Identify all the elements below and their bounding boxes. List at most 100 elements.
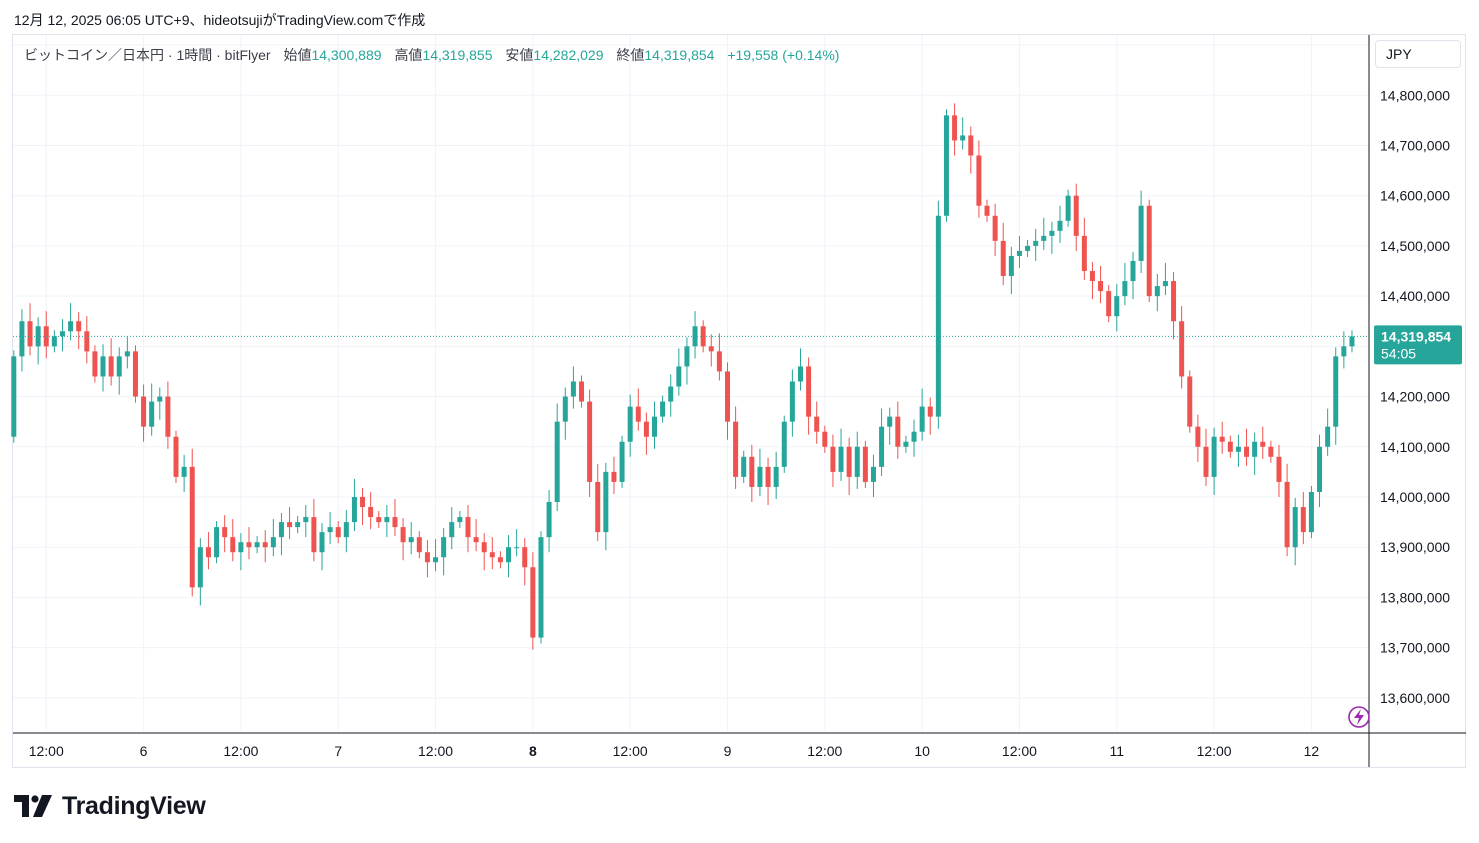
candle-body (733, 421, 739, 477)
x-tick-label: 12:00 (1002, 743, 1037, 759)
candle-body (384, 517, 390, 523)
candle-body (173, 436, 179, 477)
y-tick-label: 14,000,000 (1380, 489, 1450, 505)
candle-body (870, 466, 876, 482)
candle-body (51, 336, 57, 347)
legend-close-label: 終値 (616, 47, 645, 63)
y-tick-label: 14,700,000 (1380, 137, 1450, 153)
y-tick-label: 14,100,000 (1380, 439, 1450, 455)
candle-body (797, 366, 803, 382)
candle-body (1073, 195, 1079, 236)
candle-body (441, 537, 447, 558)
candle-body (1122, 281, 1128, 297)
candle-body (497, 557, 503, 563)
candle-body (214, 527, 220, 558)
candle-body (124, 351, 130, 357)
candle-body (903, 441, 909, 447)
candle-body (643, 421, 649, 437)
x-tick-label: 12:00 (29, 743, 64, 759)
candle-body (619, 441, 625, 482)
candle-body (149, 401, 155, 427)
y-tick-label: 14,600,000 (1380, 188, 1450, 204)
candle-body (1033, 240, 1039, 246)
candle-body (806, 366, 812, 417)
candle-body (1130, 260, 1136, 282)
candle-body (992, 215, 998, 241)
candle-body (1171, 281, 1177, 322)
legend-change: +19,558 (+0.14%) (727, 47, 840, 63)
candle-body (270, 537, 276, 548)
currency-button[interactable]: JPY (1375, 40, 1461, 68)
candle-body (19, 321, 25, 357)
candle-body (814, 416, 820, 432)
candle-body (1016, 250, 1022, 256)
candle-body (611, 471, 617, 482)
candle-body (392, 517, 398, 528)
y-tick-label: 13,600,000 (1380, 690, 1450, 706)
candle-body (222, 527, 228, 538)
candle-body (1041, 235, 1047, 241)
candle-body (684, 346, 690, 367)
candle-body (676, 366, 682, 387)
candle-body (838, 446, 844, 472)
candle-body (1227, 441, 1233, 452)
x-tick-label: 8 (529, 743, 537, 759)
candle-body (741, 456, 747, 477)
candle-series (11, 103, 1355, 650)
candle-body (1219, 436, 1225, 442)
candle-body (287, 522, 293, 528)
candle-body (976, 155, 982, 206)
candle-body (132, 351, 138, 397)
candle-body (59, 331, 65, 337)
candle-body (927, 406, 933, 417)
candle-body (562, 396, 568, 422)
candle-body (157, 396, 163, 402)
candle-body (854, 446, 860, 477)
candle-body (1162, 281, 1168, 287)
candle-body (1146, 205, 1152, 297)
candle-body (343, 522, 349, 538)
candle-body (846, 446, 852, 477)
chart-overlay: 14,900,00014,800,00014,700,00014,600,000… (13, 35, 1466, 767)
candle-body (465, 517, 471, 538)
candle-body (254, 542, 260, 548)
candle-body (919, 406, 925, 432)
lightning-icon[interactable] (1348, 706, 1370, 728)
candle-body (27, 321, 33, 347)
x-tick-label: 12 (1304, 743, 1320, 759)
candle-body (579, 381, 585, 402)
candle-body (1098, 281, 1104, 292)
candle-body (830, 446, 836, 472)
candle-body (1106, 291, 1112, 317)
candle-body (311, 517, 317, 553)
candle-body (1349, 336, 1355, 347)
candle-body (887, 416, 893, 427)
candle-body (360, 496, 366, 508)
candle-body (481, 542, 487, 553)
last-price-box (1374, 325, 1462, 365)
x-tick-label: 12:00 (807, 743, 842, 759)
candle-body (765, 466, 771, 487)
candle-body (984, 205, 990, 216)
candle-body (960, 135, 966, 141)
legend-open-label: 始値 (283, 47, 312, 63)
candle-body (692, 326, 698, 347)
candle-body (1187, 376, 1193, 427)
candle-body (116, 356, 122, 377)
candle-body (1049, 230, 1055, 236)
candle-body (716, 351, 722, 372)
candle-body (603, 471, 609, 533)
candle-body (368, 507, 374, 518)
candle-body (587, 401, 593, 482)
candle-body (668, 386, 674, 402)
legend-close-value: 14,319,854 (644, 47, 715, 63)
candle-body (522, 547, 528, 568)
candle-body (230, 537, 236, 553)
candle-body (1308, 491, 1314, 533)
legend-high-value: 14,319,855 (422, 47, 493, 63)
candle-body (1000, 240, 1006, 277)
candle-body (1300, 507, 1306, 533)
tradingview-logo[interactable]: TradingView (14, 790, 206, 822)
candle-body (246, 542, 252, 548)
